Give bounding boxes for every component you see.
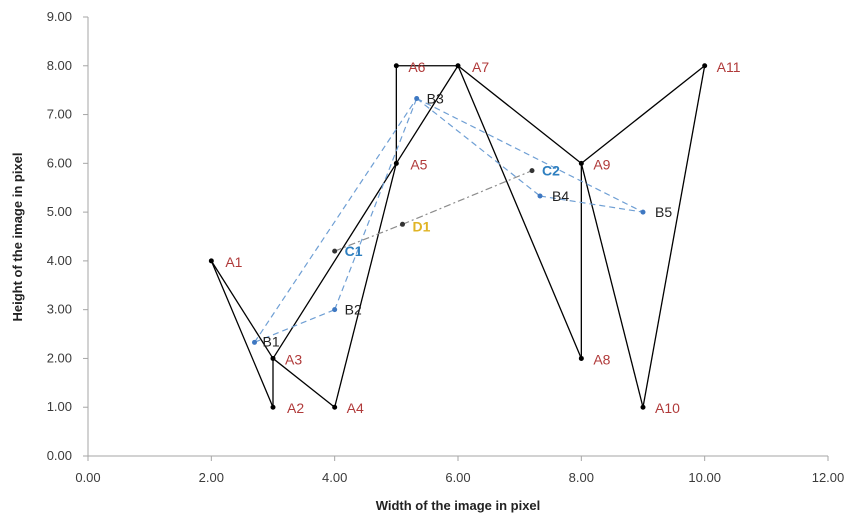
x-tick-label: 2.00 — [199, 470, 224, 485]
segment-B1-B2 — [254, 309, 335, 343]
point-A1 — [208, 258, 214, 264]
y-tick-label: 8.00 — [47, 58, 72, 73]
y-tick-label: 7.00 — [47, 107, 72, 122]
point-A3 — [270, 355, 276, 361]
point-A10 — [640, 404, 646, 410]
point-label-A8: A8 — [593, 351, 610, 367]
point-label-D1: D1 — [413, 218, 431, 234]
segment-A3-A5 — [272, 162, 397, 359]
point-A5 — [393, 160, 399, 166]
x-axis-title: Width of the image in pixel — [376, 498, 541, 513]
segment-B1-B3 — [254, 98, 418, 343]
x-tick-label: 10.00 — [688, 470, 721, 485]
x-tick-label: 12.00 — [812, 470, 845, 485]
point-D1 — [400, 221, 405, 227]
point-label-B5: B5 — [655, 204, 672, 220]
point-label-A2: A2 — [287, 400, 304, 416]
point-label-A10: A10 — [655, 400, 680, 416]
point-label-B3: B3 — [427, 90, 444, 106]
y-tick-label: 1.00 — [47, 399, 72, 414]
point-label-A11: A11 — [717, 59, 741, 75]
point-label-A9: A9 — [593, 156, 610, 172]
segment-B3-B5 — [416, 97, 644, 213]
point-label-A6: A6 — [408, 59, 425, 75]
y-tick-label: 9.00 — [47, 9, 72, 24]
point-A4 — [332, 404, 338, 410]
segment-A10-A11 — [642, 65, 706, 408]
point-A6 — [393, 63, 399, 69]
point-C1 — [332, 248, 338, 254]
point-label-B1: B1 — [263, 333, 280, 349]
segment-A4-A5 — [334, 163, 397, 408]
segment-A9-A10 — [580, 163, 644, 408]
x-tick-label: 4.00 — [322, 470, 347, 485]
segment-D1-C2 — [402, 170, 533, 225]
segment-A3-A4 — [272, 357, 336, 408]
segment-B3-B4 — [416, 97, 541, 197]
point-B2 — [332, 307, 338, 313]
x-tick-label: 0.00 — [75, 470, 100, 485]
point-labels: A1 A2 A3 A4 A5 A6 A7 A8 A9 A10 A11 B1 B2 B3 B4 B5 C1 D1 C2 — [225, 59, 740, 416]
point-B4 — [537, 193, 543, 199]
point-A11 — [702, 63, 708, 69]
point-A8 — [578, 355, 584, 361]
point-label-C2: C2 — [542, 163, 560, 179]
y-tick-label: 0.00 — [47, 448, 72, 463]
point-label-A5: A5 — [410, 156, 427, 172]
segment-A9-A11 — [580, 65, 706, 164]
point-label-A1: A1 — [225, 254, 242, 270]
point-label-C1: C1 — [345, 243, 363, 259]
segment-A1-A3 — [210, 260, 274, 359]
segment-A1-A2 — [210, 260, 274, 408]
x-tick-label: 8.00 — [569, 470, 594, 485]
y-tick-label: 4.00 — [47, 253, 72, 268]
data-points — [208, 63, 708, 410]
point-label-A4: A4 — [347, 400, 364, 416]
y-tick-label: 5.00 — [47, 204, 72, 219]
segment-C1-D1 — [334, 223, 403, 252]
point-label-A3: A3 — [285, 351, 302, 367]
axes: 0.00 1.00 2.00 3.00 4.00 5.00 6.00 7.00 8.00 9.00… — [47, 9, 845, 485]
segment-B2-B3 — [334, 98, 418, 310]
series-lines — [210, 65, 706, 408]
x-tick-label: 6.00 — [445, 470, 470, 485]
segment-B4-B5 — [539, 195, 644, 213]
segment-A5-A7 — [395, 65, 459, 164]
segment-A7-A8 — [457, 65, 582, 359]
y-tick-label: 6.00 — [47, 155, 72, 170]
y-tick-label: 3.00 — [47, 302, 72, 317]
y-tick-label: 2.00 — [47, 350, 72, 365]
point-B3 — [414, 95, 420, 101]
segment-A7-A9 — [457, 65, 582, 164]
point-A7 — [455, 63, 461, 69]
point-B5 — [640, 209, 646, 215]
point-C2 — [529, 168, 535, 174]
point-label-B4: B4 — [552, 188, 569, 204]
y-axis-title: Height of the image in pixel — [10, 152, 25, 321]
point-B1 — [252, 339, 257, 345]
point-label-A7: A7 — [472, 59, 489, 75]
point-A9 — [578, 160, 584, 166]
point-A2 — [270, 404, 276, 410]
point-label-B2: B2 — [345, 302, 362, 318]
